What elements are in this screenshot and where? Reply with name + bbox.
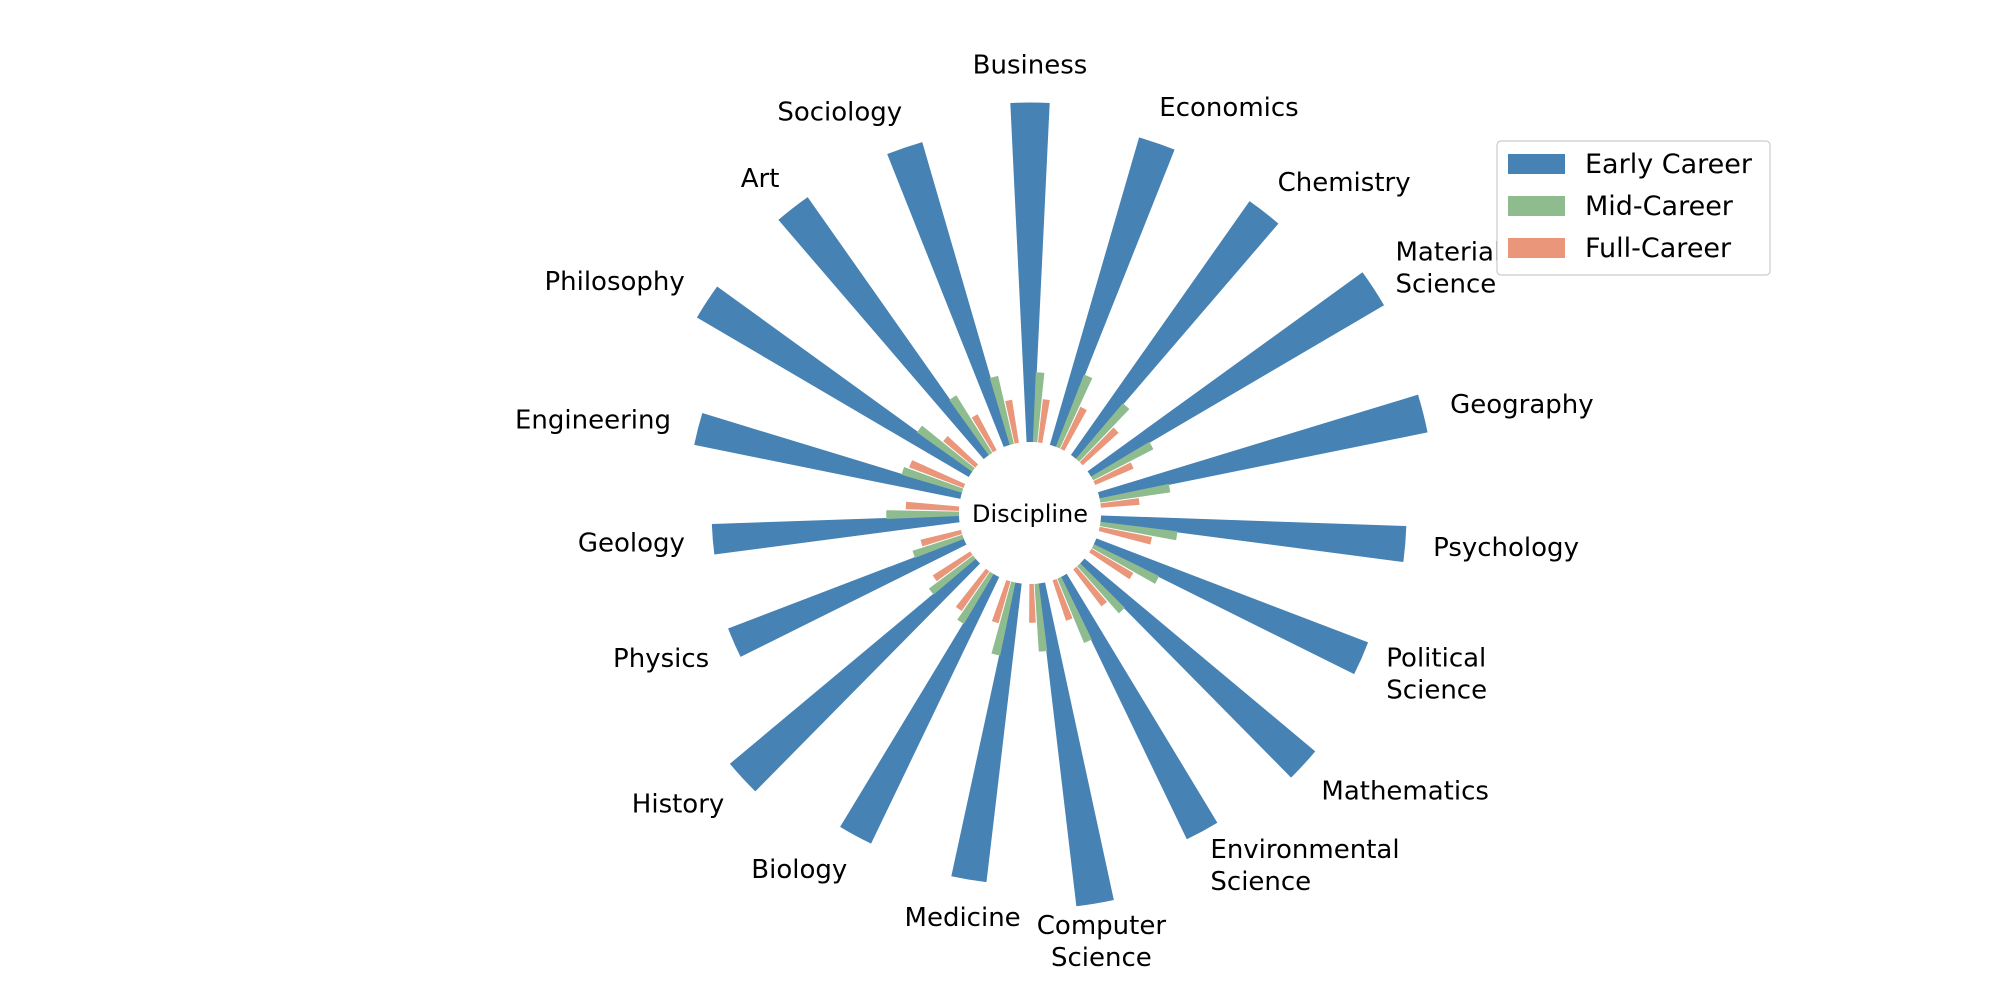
bar-early-medicine xyxy=(951,582,1022,883)
bar-mid-chemistry xyxy=(1075,403,1130,462)
legend-label-mid: Mid-Career xyxy=(1585,191,1734,222)
center-label: Discipline xyxy=(972,500,1088,528)
bar-full-geology xyxy=(905,501,960,511)
bar-early-geography xyxy=(1097,394,1428,499)
bar-mid-art xyxy=(949,395,993,456)
category-label-medicine: Medicine xyxy=(905,903,1021,933)
bar-full-computer-science xyxy=(1029,583,1036,623)
category-labels: Business Economics Chemistry Materials Scien… xyxy=(515,51,1594,974)
bar-full-mathematics xyxy=(1073,566,1107,607)
bar-mid-business xyxy=(1032,372,1045,443)
bar-early-engineering xyxy=(694,413,963,499)
bar-full-sociology xyxy=(1005,399,1019,444)
bar-mid-philosophy xyxy=(916,425,975,472)
bar-early-chemistry xyxy=(1070,201,1279,460)
category-label-physics: Physics xyxy=(613,644,709,674)
category-label-engineering: Engineering xyxy=(515,406,671,436)
bar-early-biology xyxy=(840,573,1000,844)
bar-full-materials-science xyxy=(1093,462,1134,486)
bar-early-business xyxy=(1010,102,1050,443)
bar-mid-psychology xyxy=(1099,521,1178,541)
category-label-environmental-science: Environmental Science xyxy=(1210,835,1399,897)
bar-mid-geology xyxy=(886,510,960,519)
bar-early-materials-science xyxy=(1087,272,1385,478)
bar-full-physics xyxy=(920,529,963,547)
bar-early-physics xyxy=(728,538,967,657)
category-label-business: Business xyxy=(973,51,1088,81)
legend-swatch-early xyxy=(1508,154,1565,174)
bar-mid-mathematics xyxy=(1077,563,1125,614)
bar-early-environmental-science xyxy=(1060,573,1218,840)
category-label-geology: Geology xyxy=(578,528,685,558)
bar-full-environmental-science xyxy=(1052,578,1073,621)
bar-early-computer-science xyxy=(1038,582,1114,907)
bar-early-political-science xyxy=(1093,538,1369,675)
bar-early-sociology xyxy=(887,142,1011,448)
category-label-political-science: Political Science xyxy=(1386,644,1487,706)
bar-mid-physics xyxy=(912,534,964,558)
bar-full-art xyxy=(971,414,997,453)
bar-mid-political-science xyxy=(1091,544,1160,584)
category-label-chemistry: Chemistry xyxy=(1278,168,1411,198)
category-label-materials-science: Materials Science xyxy=(1396,238,1515,300)
legend-swatch-mid xyxy=(1508,196,1565,216)
bar-early-geology xyxy=(711,515,960,555)
bar-mid-engineering xyxy=(901,467,964,493)
category-label-biology: Biology xyxy=(751,855,847,885)
legend-label-early: Early Career xyxy=(1585,149,1753,180)
bar-full-economics xyxy=(1060,406,1087,451)
bar-full-history xyxy=(932,551,973,582)
bar-mid-environmental-science xyxy=(1057,576,1092,644)
bar-mid-sociology xyxy=(989,375,1014,445)
center-hole xyxy=(959,442,1101,584)
bar-full-psychology xyxy=(1098,526,1152,545)
category-label-psychology: Psychology xyxy=(1433,533,1579,563)
bar-full-philosophy xyxy=(943,435,979,468)
bar-full-business xyxy=(1037,399,1050,444)
bar-mid-geography xyxy=(1099,483,1171,503)
bar-early-art xyxy=(778,197,990,460)
legend: Early Career Mid-Career Full-Career xyxy=(1496,140,1771,276)
bar-early-philosophy xyxy=(696,286,973,478)
bar-mid-medicine xyxy=(991,581,1016,656)
category-label-geography: Geography xyxy=(1450,390,1594,420)
bar-mid-computer-science xyxy=(1034,583,1048,652)
legend-box xyxy=(1496,140,1771,276)
bars-layer xyxy=(694,102,1428,907)
bar-early-history xyxy=(729,558,981,792)
category-label-philosophy: Philosophy xyxy=(544,267,684,297)
bar-early-mathematics xyxy=(1079,558,1316,778)
bar-full-medicine xyxy=(991,579,1011,624)
bar-full-geography xyxy=(1100,498,1140,508)
legend-label-full: Full-Career xyxy=(1585,233,1732,264)
bar-full-political-science xyxy=(1089,548,1134,580)
bar-mid-history xyxy=(928,555,976,595)
bar-early-economics xyxy=(1049,137,1175,448)
bar-mid-materials-science xyxy=(1090,441,1154,481)
category-label-mathematics: Mathematics xyxy=(1321,777,1489,807)
category-label-computer-science: Computer Science xyxy=(1037,911,1167,973)
bar-early-psychology xyxy=(1100,515,1407,563)
category-label-economics: Economics xyxy=(1159,93,1298,123)
category-label-art: Art xyxy=(741,164,780,194)
bar-mid-biology xyxy=(957,571,994,625)
bar-full-engineering xyxy=(909,460,966,488)
bar-mid-economics xyxy=(1055,374,1093,449)
category-label-history: History xyxy=(632,790,725,820)
legend-swatch-full xyxy=(1508,238,1565,258)
bar-full-chemistry xyxy=(1079,427,1119,466)
bar-full-biology xyxy=(955,568,990,612)
category-label-sociology: Sociology xyxy=(777,98,902,128)
